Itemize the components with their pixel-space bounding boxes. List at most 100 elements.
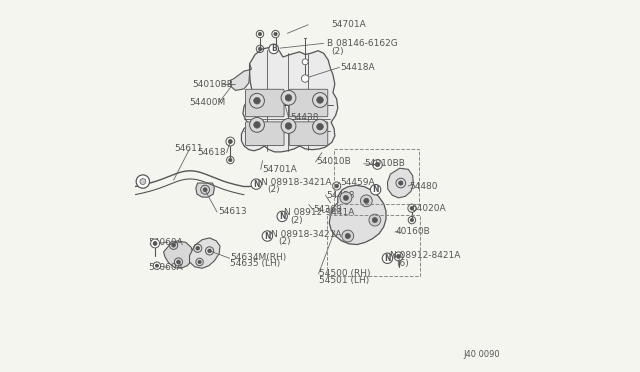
Text: N: N bbox=[253, 180, 259, 189]
Circle shape bbox=[259, 32, 262, 36]
Circle shape bbox=[360, 195, 372, 207]
Circle shape bbox=[208, 249, 211, 253]
FancyBboxPatch shape bbox=[289, 89, 328, 117]
Circle shape bbox=[382, 253, 392, 263]
Polygon shape bbox=[230, 64, 252, 90]
Text: N 08912-8421A: N 08912-8421A bbox=[390, 251, 460, 260]
Text: (2): (2) bbox=[331, 47, 344, 56]
Circle shape bbox=[375, 162, 380, 167]
Circle shape bbox=[302, 59, 308, 65]
Text: 54010BB: 54010BB bbox=[192, 80, 233, 89]
Circle shape bbox=[317, 124, 323, 130]
Text: 54480: 54480 bbox=[409, 182, 438, 190]
Text: N: N bbox=[264, 231, 271, 241]
Circle shape bbox=[312, 93, 328, 108]
Circle shape bbox=[410, 206, 413, 210]
Text: 54010BB: 54010BB bbox=[364, 159, 405, 168]
Text: (2): (2) bbox=[278, 237, 291, 246]
Polygon shape bbox=[329, 185, 386, 244]
Circle shape bbox=[196, 246, 200, 250]
Text: N: N bbox=[384, 254, 390, 263]
Circle shape bbox=[285, 123, 292, 129]
Circle shape bbox=[250, 93, 264, 108]
Polygon shape bbox=[196, 183, 214, 197]
Circle shape bbox=[281, 90, 296, 105]
Circle shape bbox=[250, 118, 264, 132]
Text: (2): (2) bbox=[268, 185, 280, 194]
Circle shape bbox=[172, 243, 175, 247]
Circle shape bbox=[153, 262, 161, 269]
Circle shape bbox=[153, 241, 157, 245]
Text: 54613: 54613 bbox=[218, 208, 246, 217]
Polygon shape bbox=[387, 168, 413, 198]
Text: 54500 (RH): 54500 (RH) bbox=[319, 269, 371, 278]
Circle shape bbox=[335, 184, 339, 188]
Circle shape bbox=[150, 239, 159, 248]
Text: J40 0090: J40 0090 bbox=[463, 350, 500, 359]
Text: (2): (2) bbox=[291, 216, 303, 225]
Text: N 08912-9441A: N 08912-9441A bbox=[284, 208, 354, 217]
Circle shape bbox=[277, 211, 287, 222]
Circle shape bbox=[364, 198, 369, 203]
Text: 54634M(RH): 54634M(RH) bbox=[230, 253, 287, 262]
Polygon shape bbox=[241, 47, 338, 152]
Text: 54400M: 54400M bbox=[189, 98, 226, 107]
Circle shape bbox=[317, 97, 323, 103]
Text: 54060A: 54060A bbox=[148, 263, 184, 272]
Circle shape bbox=[198, 260, 201, 264]
Circle shape bbox=[274, 32, 277, 36]
Circle shape bbox=[259, 47, 262, 51]
FancyBboxPatch shape bbox=[246, 122, 284, 145]
Circle shape bbox=[262, 231, 273, 241]
Text: 54418A: 54418A bbox=[340, 63, 375, 72]
Circle shape bbox=[140, 179, 146, 185]
Circle shape bbox=[156, 264, 159, 267]
Text: B 08146-6162G: B 08146-6162G bbox=[326, 39, 397, 48]
Circle shape bbox=[369, 214, 381, 226]
Text: 54438: 54438 bbox=[291, 113, 319, 122]
Polygon shape bbox=[164, 241, 193, 268]
Text: 54020A: 54020A bbox=[411, 204, 445, 213]
Text: (6): (6) bbox=[396, 259, 409, 267]
Circle shape bbox=[281, 119, 296, 134]
Text: 54611: 54611 bbox=[175, 144, 204, 153]
Circle shape bbox=[301, 75, 309, 82]
Text: 54501 (LH): 54501 (LH) bbox=[319, 276, 369, 285]
Circle shape bbox=[251, 179, 262, 189]
Text: 54060A: 54060A bbox=[148, 238, 184, 247]
Text: 54459A: 54459A bbox=[340, 178, 375, 187]
Circle shape bbox=[269, 44, 278, 54]
Circle shape bbox=[136, 175, 150, 188]
Circle shape bbox=[399, 181, 403, 185]
Circle shape bbox=[228, 140, 232, 144]
Text: N: N bbox=[279, 212, 285, 221]
FancyBboxPatch shape bbox=[246, 89, 284, 117]
Text: 40160B: 40160B bbox=[396, 227, 431, 237]
Circle shape bbox=[345, 234, 350, 238]
Text: B: B bbox=[271, 44, 276, 53]
Circle shape bbox=[285, 94, 292, 101]
Text: 54635 (LH): 54635 (LH) bbox=[230, 259, 280, 268]
Text: 54438: 54438 bbox=[326, 191, 355, 200]
Circle shape bbox=[253, 122, 260, 128]
Circle shape bbox=[343, 195, 349, 201]
Text: 54368: 54368 bbox=[314, 205, 342, 214]
Circle shape bbox=[372, 218, 378, 223]
Circle shape bbox=[312, 119, 328, 134]
Circle shape bbox=[397, 254, 401, 259]
Circle shape bbox=[340, 192, 352, 204]
Text: 54618: 54618 bbox=[197, 148, 225, 157]
Text: N 08918-3421A: N 08918-3421A bbox=[260, 178, 332, 187]
FancyBboxPatch shape bbox=[289, 122, 328, 145]
Circle shape bbox=[228, 158, 232, 162]
Circle shape bbox=[203, 188, 207, 192]
Circle shape bbox=[177, 260, 180, 264]
Text: 54701A: 54701A bbox=[331, 20, 366, 29]
Text: N 08918-3421A: N 08918-3421A bbox=[271, 230, 342, 239]
Text: 54010B: 54010B bbox=[316, 157, 351, 166]
Text: 54701A: 54701A bbox=[262, 165, 298, 174]
Circle shape bbox=[253, 97, 260, 104]
Circle shape bbox=[410, 218, 413, 222]
Polygon shape bbox=[189, 238, 220, 268]
Circle shape bbox=[342, 230, 354, 242]
